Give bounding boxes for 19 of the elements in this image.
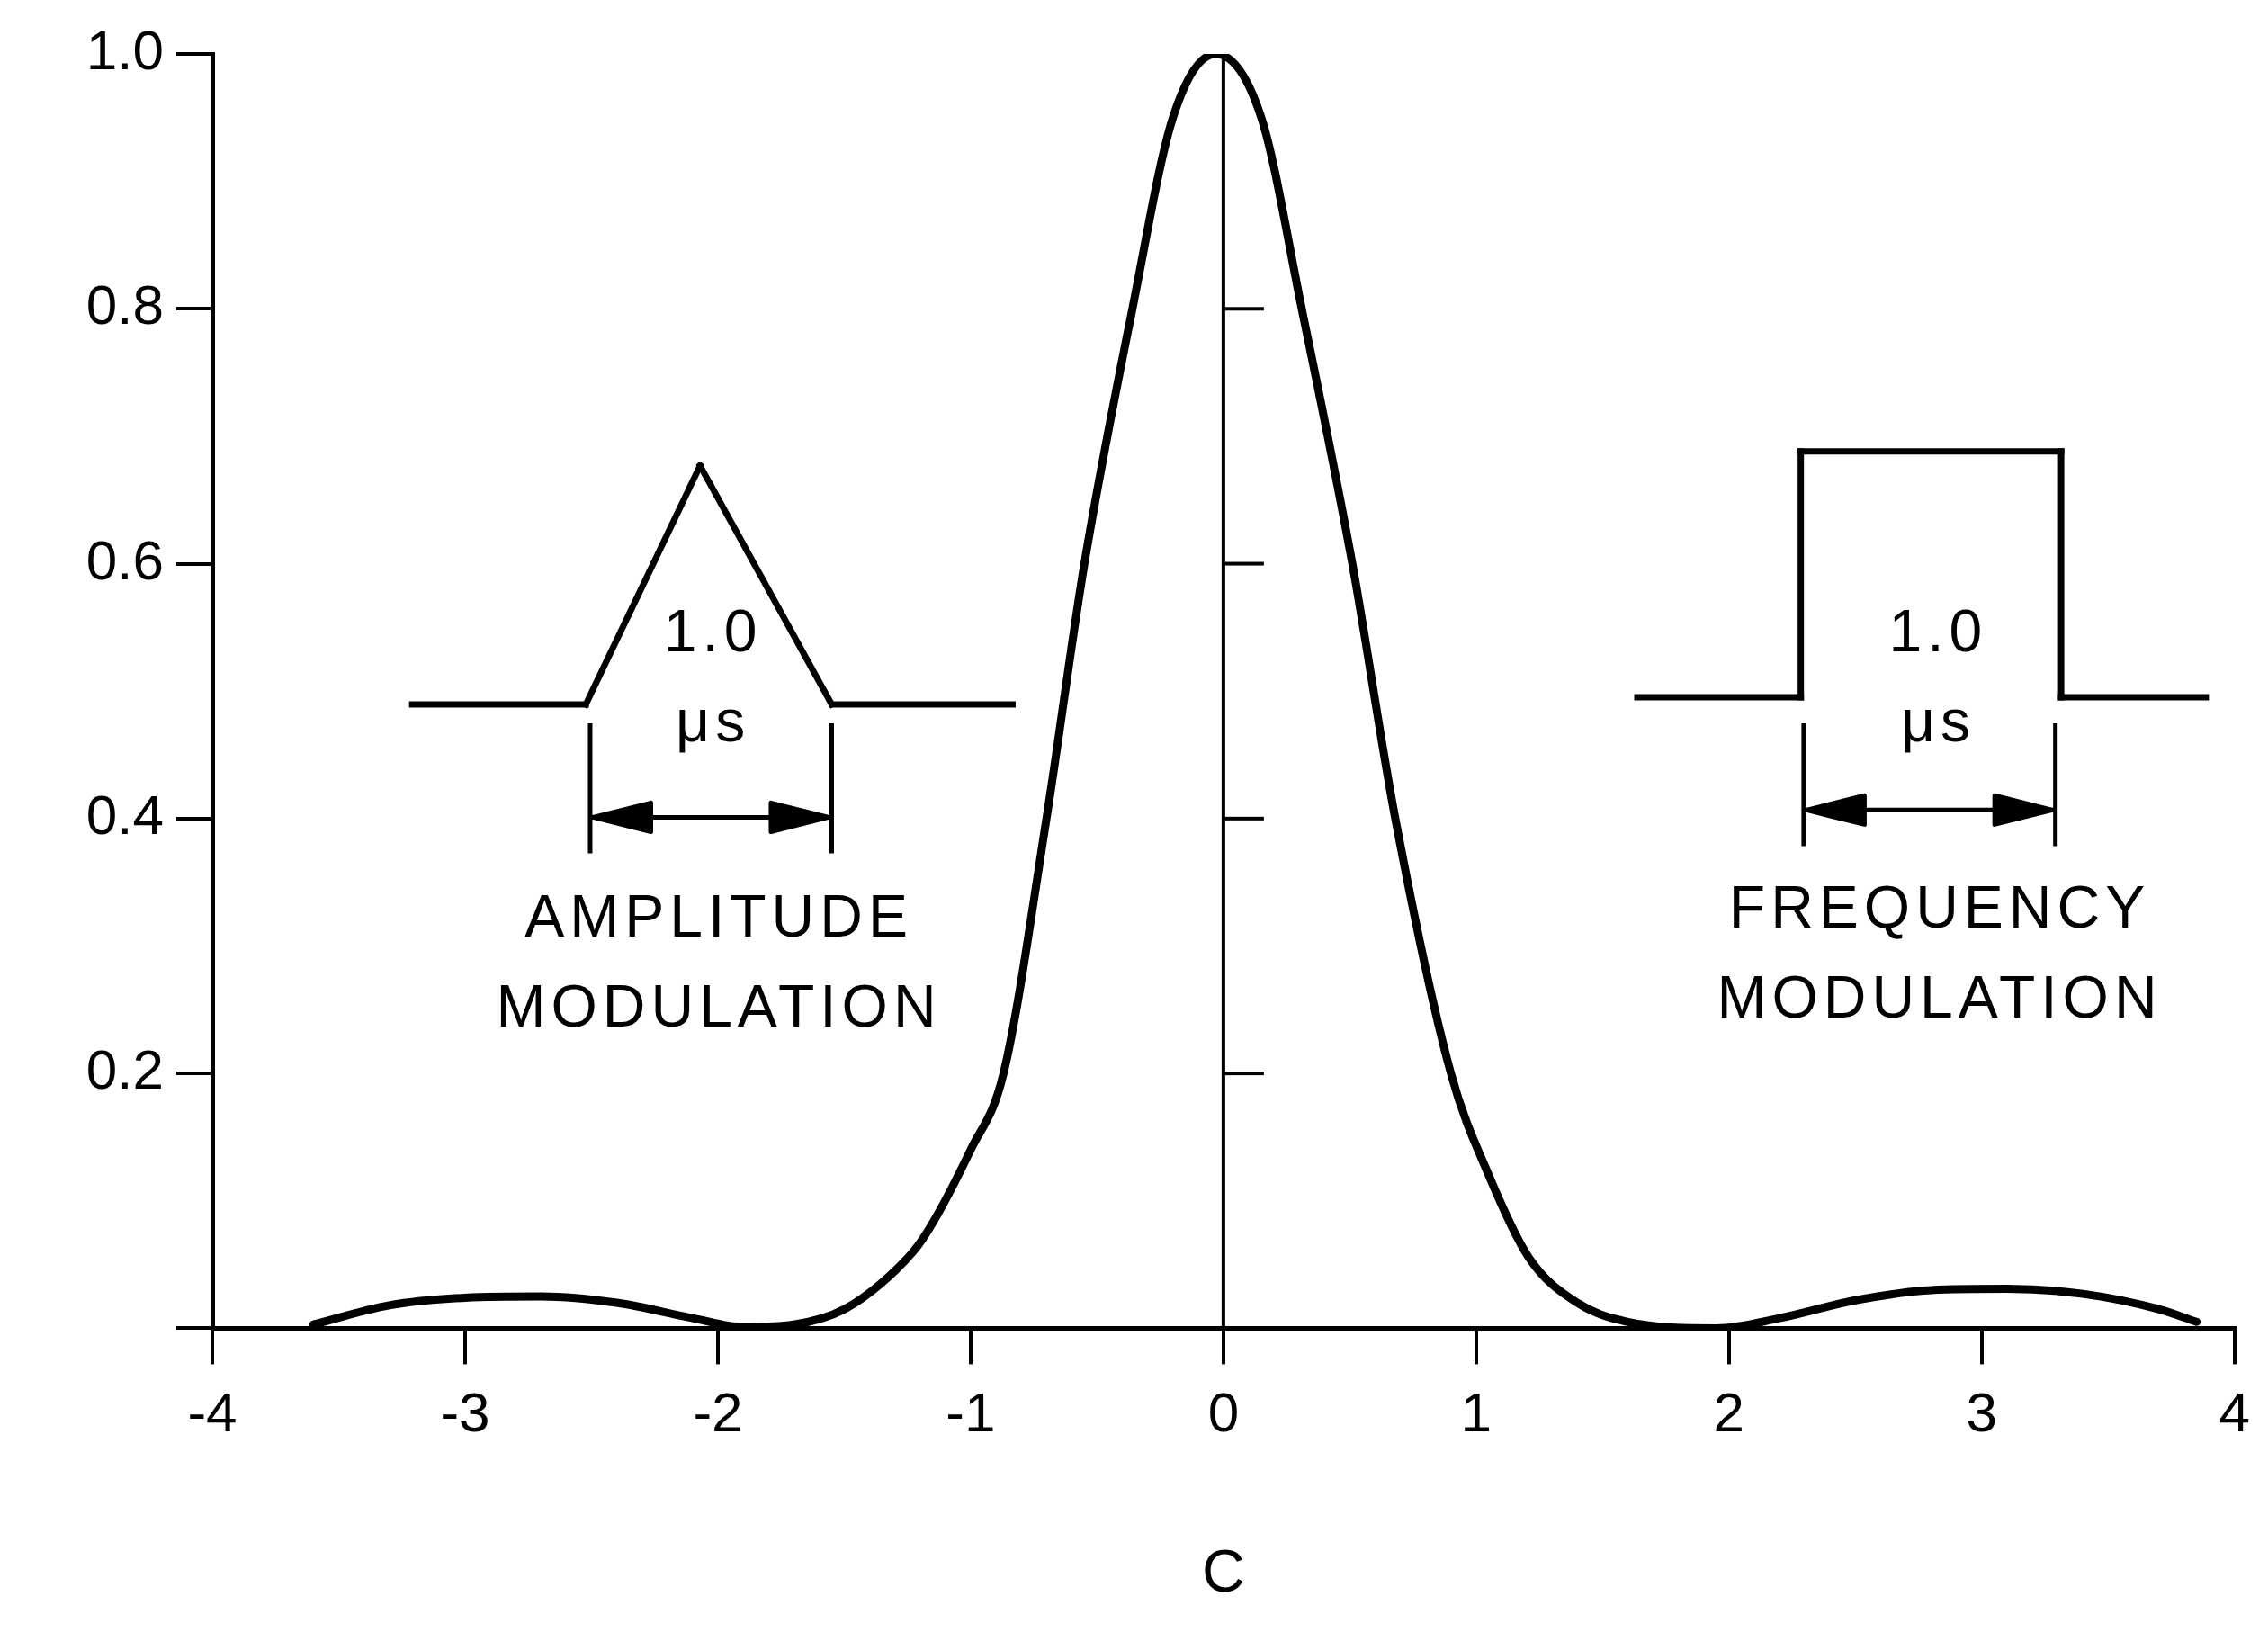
x-tick-label: 2 [1713,1380,1745,1443]
y-tick-label: 0.4 [85,783,164,846]
annotation: 1.0 μs [662,596,764,757]
annotation: FREQUENCY MODULATION [1716,873,2164,1033]
x-tick-label: -2 [693,1380,743,1443]
x-tick-label: 3 [1966,1380,1998,1443]
annotation: AMPLITUDE MODULATION [495,881,943,1041]
annotation: 1.0 μs [1887,596,1989,757]
y-tick-label: 0.8 [85,274,164,336]
x-tick-label: -3 [440,1380,490,1443]
x-tick-label: 4 [2219,1380,2250,1443]
y-tick-label: 0.6 [85,528,164,591]
x-tick-label: -4 [187,1380,238,1443]
x-axis-title: C [1202,1537,1245,1604]
y-tick-label: 1.0 [85,19,164,82]
y-tick-label: 0.2 [85,1038,164,1101]
x-tick-label: -1 [946,1380,996,1443]
x-tick-label: 0 [1207,1380,1240,1443]
x-tick-label: 1 [1460,1380,1493,1443]
